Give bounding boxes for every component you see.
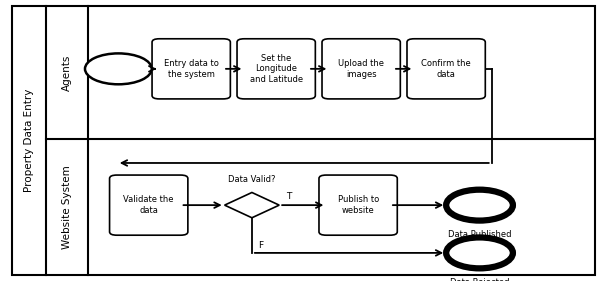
FancyBboxPatch shape	[407, 39, 486, 99]
FancyBboxPatch shape	[109, 175, 188, 235]
FancyBboxPatch shape	[152, 39, 231, 99]
Text: Upload the
images: Upload the images	[338, 59, 384, 79]
Text: Confirm the
data: Confirm the data	[421, 59, 471, 79]
Text: Website System: Website System	[62, 165, 72, 249]
Text: Agents: Agents	[62, 54, 72, 90]
Text: Publish to
website: Publish to website	[337, 195, 379, 215]
FancyBboxPatch shape	[322, 39, 401, 99]
Text: Validate the
data: Validate the data	[123, 195, 174, 215]
Text: T: T	[287, 192, 292, 201]
FancyBboxPatch shape	[237, 39, 316, 99]
Circle shape	[446, 237, 513, 268]
Text: F: F	[258, 241, 263, 250]
FancyBboxPatch shape	[319, 175, 397, 235]
Text: Set the
Longitude
and Latitude: Set the Longitude and Latitude	[249, 54, 303, 84]
Text: Entry data to
the system: Entry data to the system	[164, 59, 219, 79]
Text: Data Valid?: Data Valid?	[228, 175, 276, 184]
Polygon shape	[225, 192, 279, 218]
Text: Data Rejected: Data Rejected	[450, 278, 509, 281]
Text: Property Data Entry: Property Data Entry	[24, 89, 34, 192]
Circle shape	[85, 53, 152, 84]
Circle shape	[446, 190, 513, 221]
Text: Data Published: Data Published	[448, 230, 511, 239]
